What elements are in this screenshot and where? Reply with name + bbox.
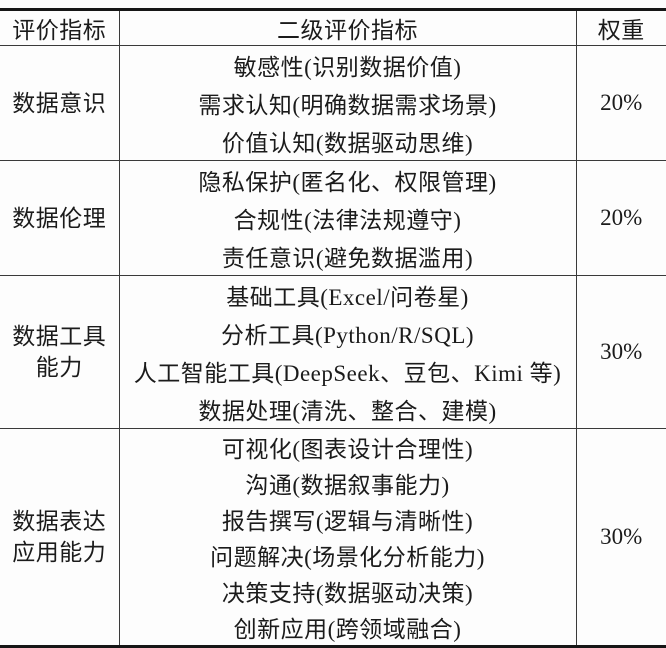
header-row: 评价指标 二级评价指标 权重 [0, 9, 666, 46]
item-cell: 创新应用(跨领域融合) [233, 617, 462, 642]
category-label: 能力 [35, 355, 83, 380]
weight-cell: 20% [575, 45, 666, 161]
table-row: 沟通(数据叙事能力) [0, 465, 666, 501]
category-label: 数据意识 [12, 90, 107, 116]
table-row: 合规性(法律法规遵守) [0, 199, 666, 237]
table-row: 数据处理(清洗、整合、建模) [0, 390, 666, 429]
weight-cell: 20% [575, 160, 666, 276]
table-row: 数据表达 应用能力 可视化(图表设计合理性) 30% [0, 428, 666, 647]
table-row: 需求认知(明确数据需求场景) [0, 84, 666, 122]
category-cell: 数据伦理 [0, 160, 120, 276]
table-row: 分析工具(Python/R/SQL) [0, 314, 666, 352]
table-row: 问题解决(场景化分析能力) [0, 537, 666, 573]
table-row: 责任意识(避免数据滥用) [0, 237, 666, 276]
weight-cell: 30% [575, 275, 666, 429]
item-cell: 责任意识(避免数据滥用) [221, 246, 474, 271]
item-cell: 基础工具(Excel/问卷星) [226, 285, 469, 310]
table-row: 人工智能工具(DeepSeek、豆包、Kimi 等) [0, 352, 666, 390]
evaluation-indicator-table: 评价指标 二级评价指标 权重 数据意识 敏感性(识别数据价值) 20% 需求认知… [0, 8, 666, 648]
item-cell: 决策支持(数据驱动决策) [221, 581, 474, 606]
header-weight: 权重 [575, 9, 666, 46]
item-cell: 需求认知(明确数据需求场景) [198, 93, 497, 118]
category-label: 数据表达 [12, 509, 107, 534]
item-cell: 敏感性(识别数据价值) [233, 55, 462, 80]
item-cell: 数据处理(清洗、整合、建模) [198, 399, 497, 424]
table-row: 数据工具 能力 基础工具(Excel/问卷星) 30% [0, 275, 666, 429]
table-row: 创新应用(跨领域融合) [0, 609, 666, 647]
category-cell: 数据表达 应用能力 [0, 428, 120, 647]
table-row: 决策支持(数据驱动决策) [0, 573, 666, 609]
category-label: 数据工具 [12, 324, 107, 349]
item-cell: 隐私保护(匿名化、权限管理) [198, 170, 497, 195]
group-data-awareness: 数据意识 敏感性(识别数据价值) 20% 需求认知(明确数据需求场景) 价值认知… [0, 45, 666, 161]
item-cell: 价值认知(数据驱动思维) [221, 131, 474, 156]
weight-cell: 30% [575, 428, 666, 647]
table-row: 价值认知(数据驱动思维) [0, 122, 666, 161]
table-header: 评价指标 二级评价指标 权重 [0, 9, 666, 46]
item-cell: 分析工具(Python/R/SQL) [220, 323, 475, 348]
table-row: 数据意识 敏感性(识别数据价值) 20% [0, 45, 666, 161]
table-row: 数据伦理 隐私保护(匿名化、权限管理) 20% [0, 160, 666, 276]
header-primary-indicator: 评价指标 [0, 9, 120, 46]
group-data-expression-application-ability: 数据表达 应用能力 可视化(图表设计合理性) 30% 沟通(数据叙事能力) 报告… [0, 428, 666, 647]
table-row: 报告撰写(逻辑与清晰性) [0, 501, 666, 537]
category-cell: 数据工具 能力 [0, 275, 120, 429]
category-cell: 数据意识 [0, 45, 120, 161]
item-cell: 合规性(法律法规遵守) [233, 208, 462, 233]
item-cell: 沟通(数据叙事能力) [245, 473, 450, 498]
header-secondary-indicator: 二级评价指标 [119, 9, 576, 46]
item-cell: 报告撰写(逻辑与清晰性) [221, 509, 474, 534]
item-cell: 可视化(图表设计合理性) [221, 437, 474, 462]
item-cell: 人工智能工具(DeepSeek、豆包、Kimi 等) [133, 361, 562, 386]
category-label: 数据伦理 [12, 205, 107, 231]
group-data-tool-ability: 数据工具 能力 基础工具(Excel/问卷星) 30% 分析工具(Python/… [0, 275, 666, 429]
item-cell: 问题解决(场景化分析能力) [210, 545, 485, 570]
category-label: 应用能力 [12, 540, 107, 565]
group-data-ethics: 数据伦理 隐私保护(匿名化、权限管理) 20% 合规性(法律法规遵守) 责任意识… [0, 160, 666, 276]
